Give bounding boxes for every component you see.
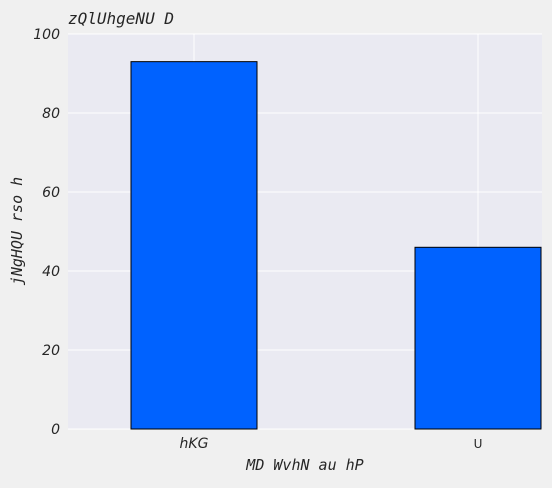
y-axis-ticks: 0 20 40 60 80 100: [33, 27, 60, 438]
x-axis-label: MD WvhN au hP: [245, 456, 363, 474]
y-tick-label: 20: [42, 343, 60, 359]
x-tick-label: U: [474, 437, 483, 451]
x-tick-label: hKG: [180, 436, 209, 452]
chart-title: zQlUhgeNU D: [68, 9, 174, 28]
y-tick-label: 40: [42, 264, 60, 280]
y-tick-label: 100: [33, 27, 60, 43]
bars: [130, 61, 542, 430]
y-tick-label: 80: [42, 106, 60, 122]
y-tick-label: 60: [42, 185, 60, 201]
bar-hKG: [130, 61, 258, 430]
x-axis-ticks: hKG U: [180, 436, 483, 452]
bar-U: [414, 246, 542, 430]
y-tick-label: 0: [51, 422, 60, 438]
y-axis-label: jNgHQU rso h: [8, 177, 26, 285]
